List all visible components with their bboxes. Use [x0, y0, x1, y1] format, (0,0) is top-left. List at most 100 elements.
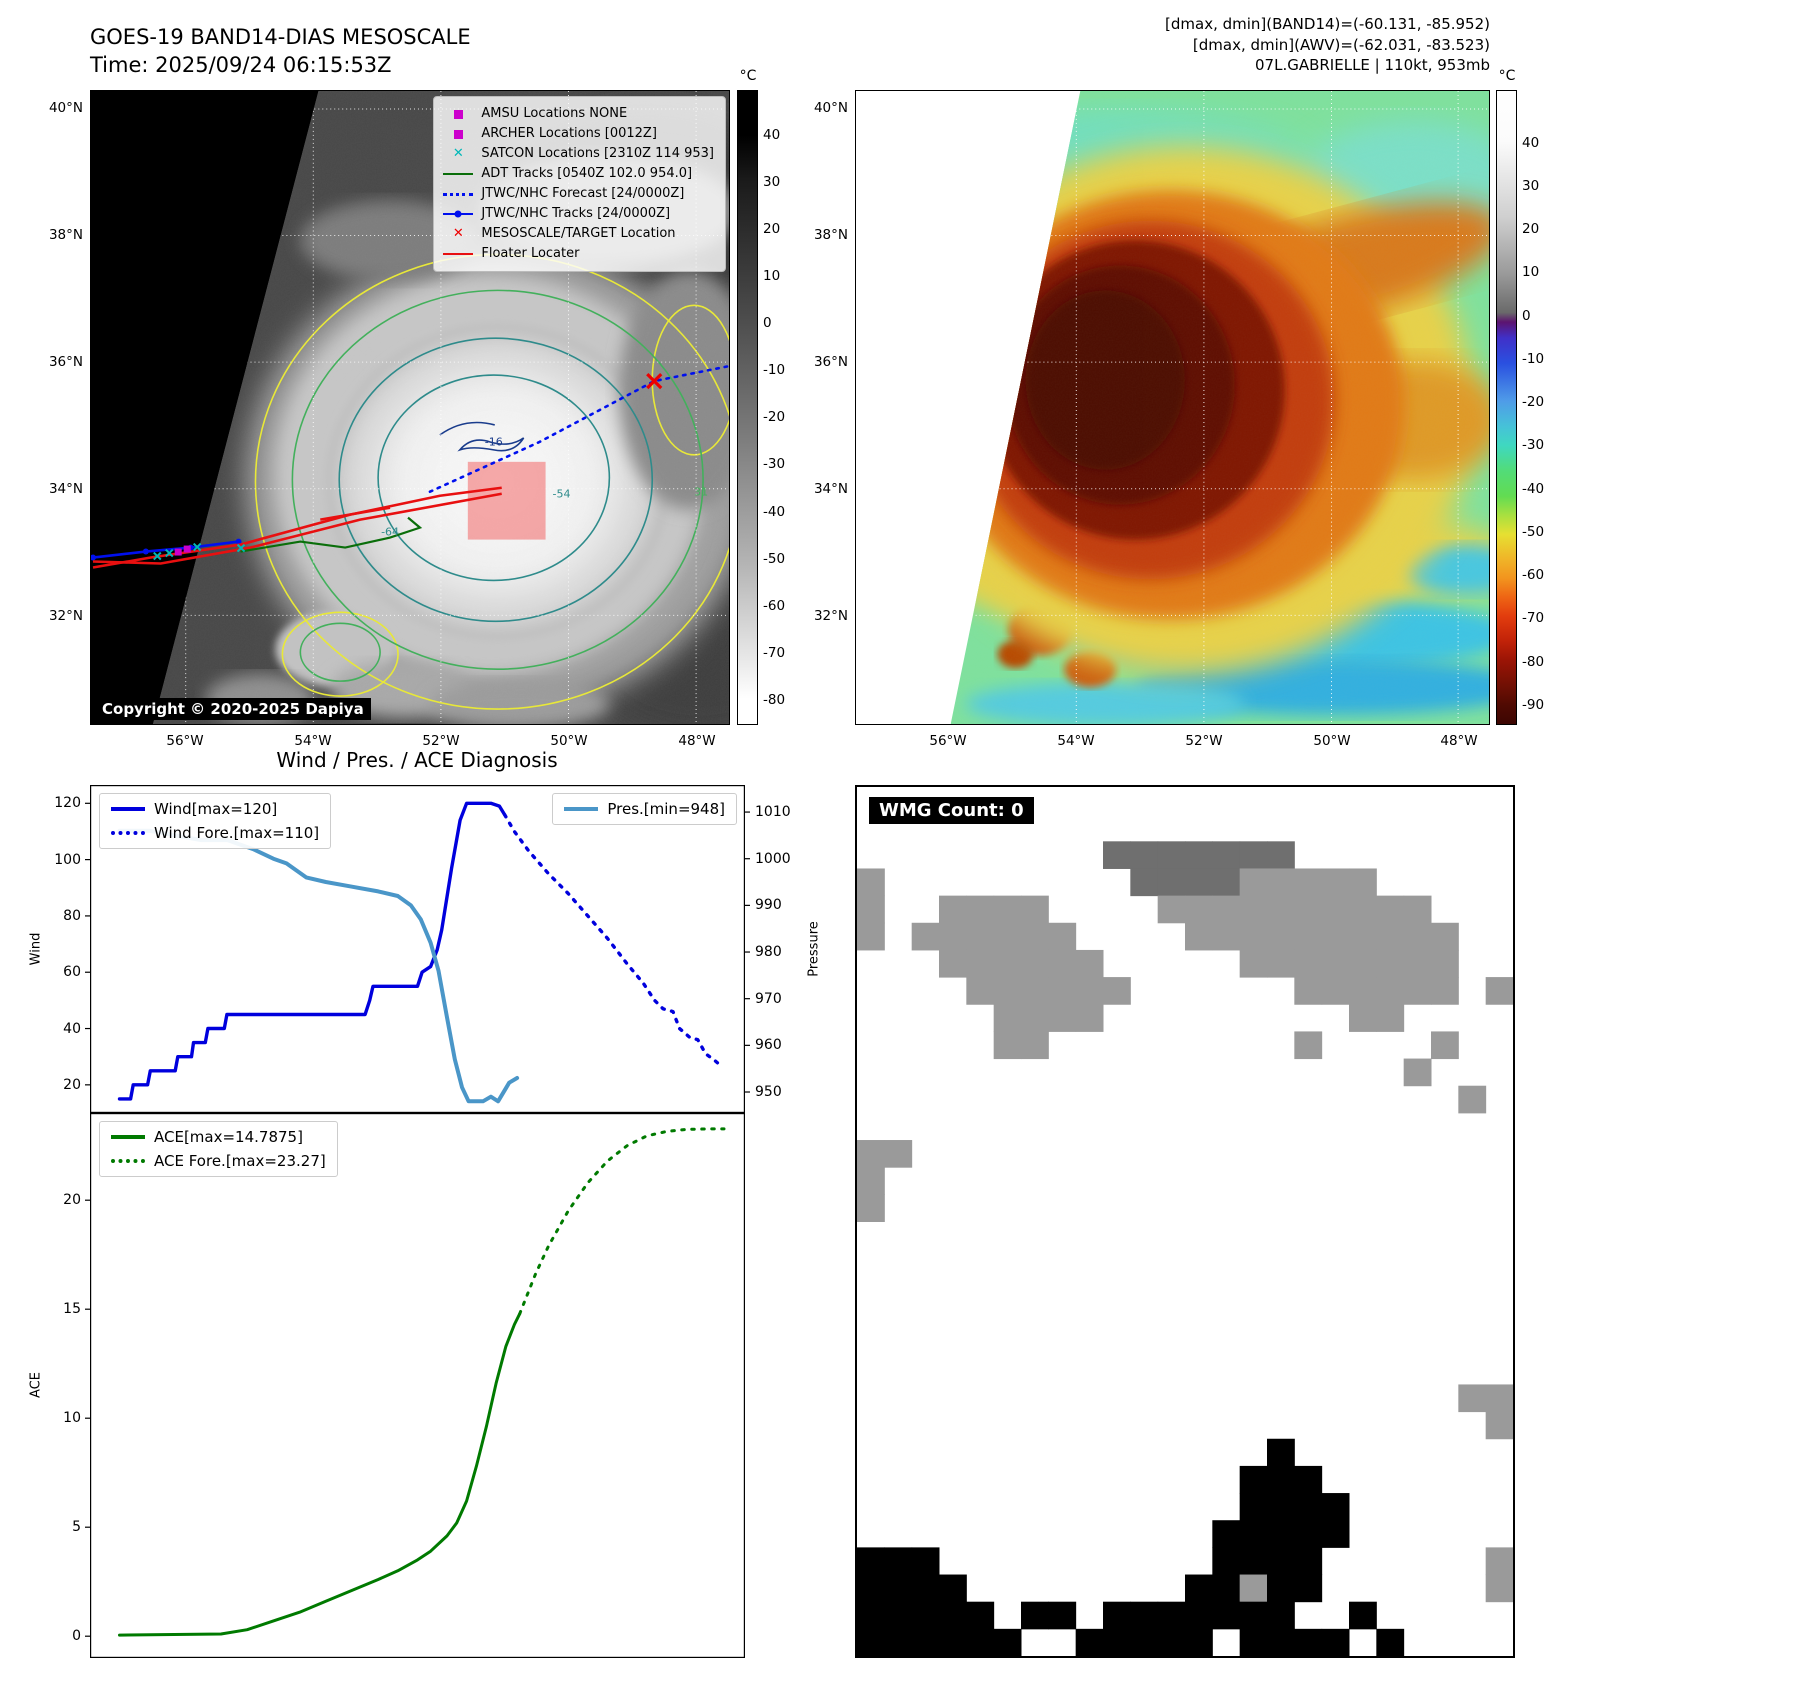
map-lat-tick-label: 32°N — [48, 608, 83, 624]
chart-legend-item: ACE Fore.[max=23.27] — [111, 1152, 326, 1170]
map-legend-item: Floater Locater — [443, 244, 714, 264]
awv-map-panel — [855, 90, 1490, 725]
wmg-cell — [1212, 1547, 1241, 1576]
map-legend-item: ADT Tracks [0540Z 102.0 954.0] — [443, 164, 714, 184]
colorbar-tick-label: -90 — [1522, 696, 1545, 713]
map-legend-symbol-square — [443, 129, 473, 139]
map-lat-tick-label: 32°N — [813, 608, 848, 624]
wmg-cell — [1212, 922, 1241, 951]
wmg-cell — [1021, 977, 1049, 1005]
awv-color-field — [950, 91, 1489, 724]
wmg-cell — [993, 1004, 1022, 1032]
wmg-cell — [1212, 841, 1241, 869]
chart-legend: Wind[max=120] Wind Fore.[max=110] — [99, 793, 332, 849]
wmg-cell — [1239, 868, 1268, 897]
colorbar-tick-label: 30 — [1522, 177, 1540, 194]
wmg-cell — [1403, 949, 1432, 978]
wmg-cell — [1157, 841, 1186, 869]
storm-status-readout: 07L.GABRIELLE | 110kt, 953mb — [1255, 56, 1490, 75]
wmg-pixel-grid — [857, 841, 1513, 1656]
wmg-cell — [966, 977, 995, 1005]
wmg-cell — [1349, 895, 1377, 924]
wmg-cell — [884, 1140, 913, 1168]
floater-track — [92, 486, 502, 569]
x-marker-icon: ✕ — [452, 226, 464, 241]
band14-map-panel: AMSU Locations NONE ARCHER Locations [001… — [90, 90, 731, 725]
map-legend-symbol-line-dot — [443, 210, 474, 218]
map-legend-symbol-square — [443, 109, 473, 119]
map-legend-symbol-dotted — [443, 192, 474, 196]
wmg-cell — [857, 922, 885, 951]
wmg-cell — [1376, 922, 1405, 951]
map-lat-tick-label: 40°N — [813, 100, 848, 116]
wmg-cell — [966, 922, 995, 951]
off-scan-wedge — [91, 91, 319, 724]
colorbar-tick-label: -70 — [1522, 610, 1545, 627]
wmg-cell — [1212, 1601, 1241, 1630]
wmg-cell — [1239, 1493, 1268, 1521]
map-legend-symbol-line — [443, 253, 474, 255]
wmg-cell — [1294, 1031, 1323, 1060]
wmg-cell — [1267, 895, 1295, 924]
wmg-cell — [1349, 949, 1377, 978]
wmg-cell — [939, 949, 967, 978]
colorbar-tick-label: -20 — [763, 409, 786, 426]
wmg-cell — [857, 1167, 885, 1195]
chart-legend-swatch — [111, 807, 145, 811]
y-tick-label: 100 — [54, 851, 81, 868]
wmg-cell — [1321, 1520, 1350, 1548]
wmg-cell — [1075, 1004, 1104, 1032]
wmg-cell — [1267, 1493, 1295, 1521]
wmg-cell — [1431, 922, 1459, 951]
wmg-cell — [1021, 949, 1049, 978]
map-legend-label: SATCON Locations [2310Z 114 953] — [481, 146, 714, 161]
adt-track — [240, 516, 423, 553]
wmg-cell — [1103, 977, 1131, 1005]
wmg-cell — [1349, 1004, 1377, 1032]
colorbar-tick-label: -70 — [763, 644, 786, 661]
wmg-cell — [1376, 895, 1405, 924]
contour-value-label: 31 — [694, 485, 709, 499]
map-legend-label: AMSU Locations NONE — [481, 106, 628, 121]
y2-tick-label: 1000 — [755, 850, 791, 867]
wmg-cell — [939, 922, 967, 951]
Wind Fore.[max=110]-line — [502, 812, 722, 1067]
chart-legend-item: Wind Fore.[max=110] — [111, 824, 319, 842]
wmg-cell — [966, 1628, 995, 1656]
mesoscale-target-x-icon — [646, 372, 663, 390]
colorbar-tick-label: -30 — [763, 456, 786, 473]
figure-header-left: GOES-19 BAND14-DIAS MESOSCALE Time: 2025… — [90, 24, 471, 79]
wmg-cell — [1021, 1031, 1049, 1060]
y-tick-label: 80 — [63, 907, 81, 924]
wmg-cell — [1267, 1465, 1295, 1494]
y2-tick-label: 960 — [755, 1037, 782, 1054]
wmg-cell — [1212, 868, 1241, 897]
wmg-cell — [1267, 949, 1295, 978]
wmg-cell — [1267, 1601, 1295, 1630]
wmg-cell — [1103, 1601, 1131, 1630]
wmg-cell — [993, 949, 1022, 978]
map-legend-label: JTWC/NHC Forecast [24/0000Z] — [481, 186, 685, 201]
wmg-cell — [1239, 1601, 1268, 1630]
wmg-cell — [1021, 922, 1049, 951]
map-lat-tick-label: 34°N — [48, 481, 83, 497]
wmg-cell — [1267, 1438, 1295, 1467]
wmg-cell — [1267, 841, 1295, 869]
wmg-cell — [993, 895, 1022, 924]
wmg-cell — [939, 895, 967, 924]
map-legend-item: JTWC/NHC Tracks [24/0000Z] — [443, 204, 714, 224]
figure-time: Time: 2025/09/24 06:15:53Z — [90, 52, 392, 77]
colorbar-tick-label: 20 — [1522, 221, 1540, 238]
wmg-cell — [1349, 977, 1377, 1005]
wmg-cell — [1485, 1574, 1513, 1603]
chart-legend: Pres.[min=948] — [552, 793, 737, 825]
wmg-cell — [911, 1601, 940, 1630]
wmg-cell — [1048, 1004, 1077, 1032]
map-lat-tick-label: 34°N — [813, 481, 848, 497]
wmg-cell — [1239, 1547, 1268, 1576]
wmg-cell — [1130, 841, 1159, 869]
wmg-cell — [1294, 895, 1323, 924]
wmg-cell — [966, 949, 995, 978]
wmg-cell — [1021, 1601, 1049, 1630]
wmg-cell — [1239, 1465, 1268, 1494]
